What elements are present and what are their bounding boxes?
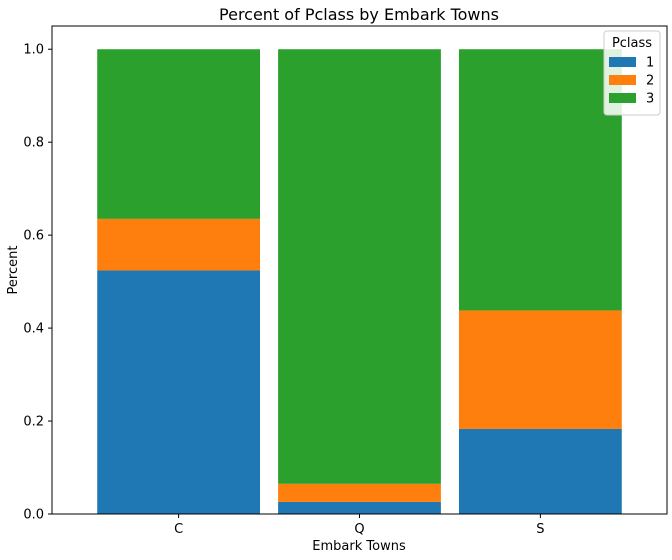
legend-swatch-1 bbox=[609, 57, 636, 67]
y-tick-label: 1.0 bbox=[23, 43, 44, 58]
plot-area-frame bbox=[51, 25, 668, 515]
y-tick-label: 0.2 bbox=[23, 415, 44, 430]
y-tick-label: 0.8 bbox=[23, 136, 44, 151]
bar-S-pclass-1 bbox=[458, 428, 622, 514]
legend: Pclass 1 2 3 bbox=[603, 30, 661, 116]
y-tick-label: 0.6 bbox=[23, 229, 44, 244]
y-tick-label: 0.4 bbox=[23, 322, 44, 337]
legend-swatch-2 bbox=[609, 75, 636, 85]
bar-Q-pclass-2 bbox=[278, 483, 441, 502]
chart-title: Percent of Pclass by Embark Towns bbox=[219, 5, 499, 24]
x-tick-label: S bbox=[536, 522, 544, 537]
bars-group bbox=[97, 49, 622, 514]
y-axis: 0.0 0.2 0.4 0.6 0.8 1.0 bbox=[23, 43, 52, 523]
legend-swatch-3 bbox=[609, 93, 636, 103]
x-tick-label: C bbox=[174, 522, 183, 537]
bar-C-pclass-2 bbox=[97, 218, 261, 271]
bar-C-pclass-1 bbox=[97, 270, 261, 514]
bar-S-pclass-3 bbox=[458, 49, 622, 311]
y-tick-label: 0.0 bbox=[23, 508, 44, 523]
legend-title: Pclass bbox=[612, 36, 652, 51]
y-axis-label: Percent bbox=[6, 246, 21, 295]
legend-label-2: 2 bbox=[646, 74, 654, 89]
legend-label-3: 3 bbox=[646, 92, 654, 107]
x-tick-label: Q bbox=[354, 522, 364, 537]
bar-Q-pclass-3 bbox=[278, 49, 441, 484]
x-axis-label: Embark Towns bbox=[312, 539, 406, 554]
bar-C-pclass-3 bbox=[97, 49, 261, 219]
legend-label-1: 1 bbox=[646, 56, 654, 71]
bar-Q-pclass-1 bbox=[278, 501, 441, 514]
bar-S-pclass-2 bbox=[458, 310, 622, 429]
